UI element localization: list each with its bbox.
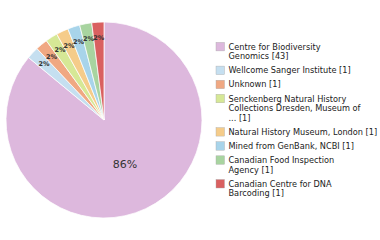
legend-swatch <box>216 142 225 151</box>
data-labels: 86%2%2%2%2%2%2%2% <box>38 34 137 171</box>
pie <box>6 22 202 218</box>
legend-label-line: Senckenberg Natural History <box>229 94 347 104</box>
pie-slice <box>80 23 104 120</box>
legend-item: Canadian Food InspectionAgency [1] <box>216 155 334 175</box>
legend-item: Wellcome Sanger Institute [1] <box>216 65 351 75</box>
legend-item: Unknown [1] <box>216 79 281 89</box>
legend-swatch <box>216 80 225 89</box>
legend-label: Unknown [1] <box>229 79 281 89</box>
legend-item: Senckenberg Natural HistoryCollections D… <box>216 94 362 123</box>
legend-swatch <box>216 94 225 103</box>
legend-item: Canadian Centre for DNABarcoding [1] <box>216 179 332 199</box>
legend-item: Mined from GenBank, NCBI [1] <box>216 141 354 151</box>
legend-item: Centre for BiodiversityGenomics [43] <box>216 42 321 62</box>
legend-label-line: ... [1] <box>229 113 251 123</box>
legend-label-line: Unknown [1] <box>229 79 281 89</box>
legend-label: Canadian Food InspectionAgency [1] <box>229 155 335 175</box>
legend-swatch <box>216 66 225 75</box>
pie-slice <box>6 22 202 218</box>
legend-label: Mined from GenBank, NCBI [1] <box>229 141 354 151</box>
legend-label: Canadian Centre for DNABarcoding [1] <box>229 179 332 199</box>
data-label: 86% <box>113 158 137 171</box>
legend-item: Natural History Museum, London [1] <box>216 127 377 137</box>
legend-label-line: Centre for Biodiversity <box>229 42 321 52</box>
legend-label: Natural History Museum, London [1] <box>229 127 378 137</box>
pie-slice <box>92 22 104 120</box>
legend-swatch <box>216 42 225 51</box>
legend: Centre for BiodiversityGenomics [43] Well… <box>216 42 377 199</box>
legend-label: Senckenberg Natural HistoryCollections D… <box>229 94 362 123</box>
chart: 86%2%2%2%2%2%2%2%Centre for Biodiversity… <box>0 0 380 240</box>
legend-label-line: Canadian Centre for DNA <box>229 179 332 189</box>
legend-label-line: Barcoding [1] <box>229 188 284 198</box>
legend-swatch <box>216 156 225 165</box>
data-label: 2% <box>38 60 50 68</box>
legend-label: Wellcome Sanger Institute [1] <box>229 65 351 75</box>
legend-swatch <box>216 180 225 189</box>
legend-label-line: Agency [1] <box>229 165 274 175</box>
legend-label-line: Wellcome Sanger Institute [1] <box>229 65 351 75</box>
legend-label-line: Genomics [43] <box>229 51 289 61</box>
legend-label-line: Natural History Museum, London [1] <box>229 127 378 137</box>
legend-swatch <box>216 128 225 137</box>
legend-label: Centre for BiodiversityGenomics [43] <box>229 42 321 62</box>
legend-label-line: Collections Dresden, Museum of <box>229 103 362 113</box>
data-label: 2% <box>93 34 105 42</box>
legend-label-line: Canadian Food Inspection <box>229 155 335 165</box>
legend-label-line: Mined from GenBank, NCBI [1] <box>229 141 354 151</box>
